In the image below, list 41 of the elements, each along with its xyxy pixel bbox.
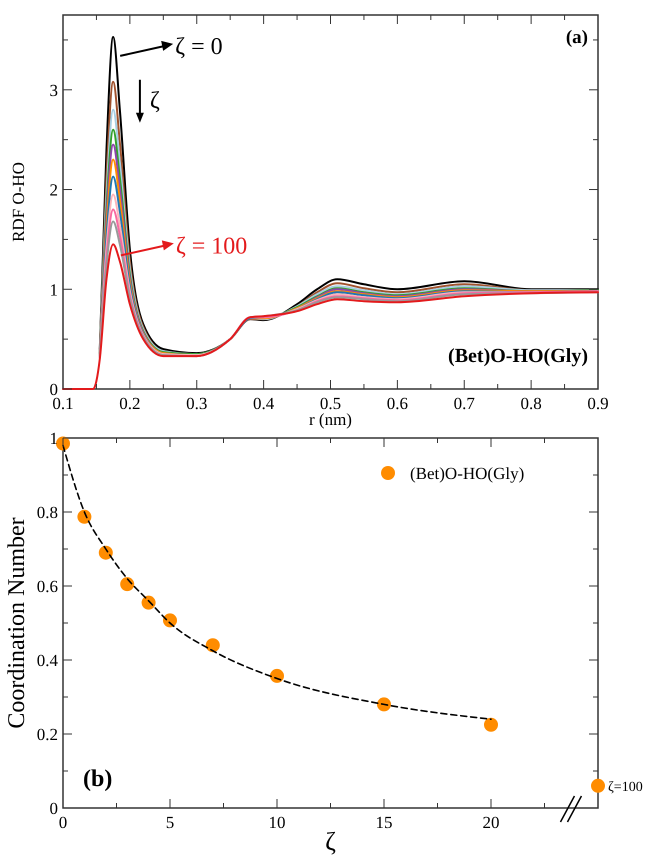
x-tick-label: 0.5 [320, 394, 342, 413]
point [591, 778, 605, 793]
x-tick-label: 0.4 [253, 394, 275, 413]
x-tick-label: 10 [268, 813, 286, 832]
x-tick-label: 15 [376, 813, 392, 832]
point [484, 718, 498, 732]
point [206, 638, 220, 652]
x-axis-title: r (nm) [309, 410, 352, 429]
annotation: (a) [566, 27, 588, 48]
annotation: ζ [150, 88, 160, 114]
point [142, 596, 156, 610]
x-tick-label: 5 [166, 813, 174, 832]
y-tick-label: 0.8 [36, 503, 58, 522]
x-tick-label: 0.9 [587, 394, 609, 413]
annotation: ζ = 0 [175, 34, 223, 60]
x-tick-label: 0.7 [454, 394, 476, 413]
annotation: (Bet)O-HO(Gly) [448, 345, 588, 367]
y-tick-label: 2 [50, 180, 58, 200]
y-tick-label: 1 [50, 280, 58, 300]
point [377, 697, 391, 712]
y-tick-label: 1 [50, 429, 58, 448]
point [270, 668, 284, 683]
y-tick-label: 0.2 [36, 725, 58, 744]
y-tick-label: 3 [50, 80, 58, 100]
point [77, 510, 92, 524]
y-tick-label: 0 [50, 799, 58, 818]
x-axis-title: ζ [325, 827, 336, 856]
y-tick-label: 0.6 [36, 577, 58, 596]
y-tick-label: 0.4 [36, 651, 58, 670]
x-tick-label: 20 [482, 813, 500, 832]
y-axis-title: Coordination Number [4, 517, 30, 729]
x-tick-label: 0.3 [186, 394, 208, 413]
annotation: (b) [83, 766, 112, 792]
y-axis-title: RDF O-HO [9, 162, 28, 242]
point [120, 577, 134, 592]
x-tick-label: 0.2 [119, 394, 140, 413]
annotation: ζ=100 [608, 780, 643, 795]
legend-label: (Bet)O-HO(Gly) [410, 464, 524, 483]
x-tick-label: 0.8 [520, 394, 542, 413]
annotation: ζ = 100 [176, 233, 248, 260]
x-tick-label: 0.6 [386, 394, 408, 413]
